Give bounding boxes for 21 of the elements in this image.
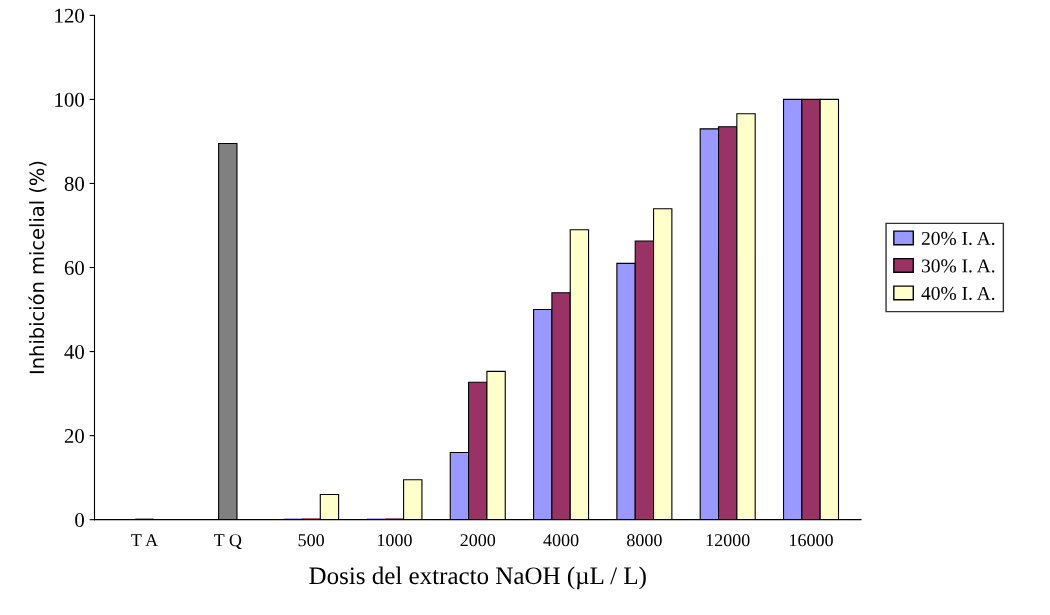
y-tick-label: 20	[64, 429, 84, 444]
y-tick-label: 60	[64, 260, 84, 275]
legend-label: 30% I. A.	[921, 259, 995, 273]
y-axis-title: Inhibición micelial (%)	[28, 161, 47, 374]
x-tick-label: T Q	[214, 534, 242, 550]
x-tick-label: 12000	[706, 534, 750, 547]
legend-label: 20% I. A.	[921, 231, 995, 246]
y-tick-label: 40	[64, 344, 84, 360]
x-axis-title: Dosis del extracto NaOH (µL / L)	[309, 566, 646, 590]
x-tick-label: 500	[298, 534, 324, 547]
x-tick-label: T A	[131, 534, 158, 547]
y-tick-label: 0	[75, 513, 84, 528]
x-tick-label: 8000	[627, 534, 662, 547]
x-tick-label: 16000	[790, 534, 833, 547]
x-tick-label: 2000	[460, 534, 496, 547]
y-tick-label: 80	[64, 176, 84, 191]
x-tick-label: 1000	[377, 534, 412, 547]
legend-label: 40% I. A.	[921, 286, 995, 301]
y-tick-label: 100	[55, 92, 84, 107]
y-tick-label: 120	[55, 8, 84, 23]
x-tick-label: 4000	[543, 534, 579, 547]
